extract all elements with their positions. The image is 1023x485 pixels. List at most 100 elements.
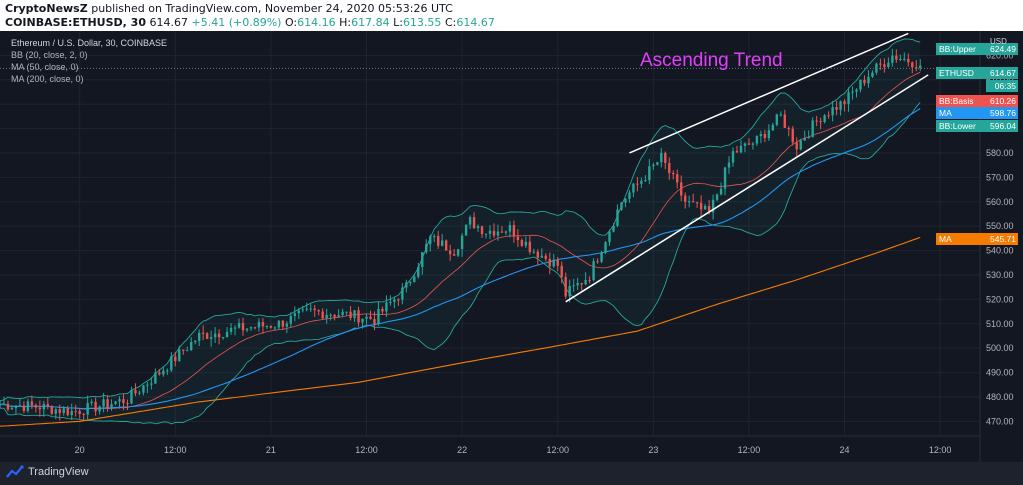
candle — [233, 325, 237, 336]
candle-body — [138, 392, 141, 394]
published-text: published on TradingView.com, November 2… — [91, 2, 453, 15]
price-axis[interactable]: 470.00 480.00 490.00 500.00 510.00 520.00 530.… — [986, 50, 1014, 426]
candles — [0, 48, 922, 421]
candle-body — [221, 337, 225, 339]
chart-area[interactable]: 470.00 480.00 490.00 500.00 510.00 520.00 530.… — [0, 31, 1023, 462]
candle-body — [775, 114, 779, 125]
candle — [895, 49, 898, 63]
candle-body — [249, 327, 253, 329]
candle-body — [859, 79, 862, 90]
candle — [273, 326, 277, 331]
legend-bb[interactable]: BB (20, close, 2, 0) — [11, 50, 88, 60]
candle-body — [237, 323, 241, 328]
candle — [628, 189, 631, 203]
candle-body — [0, 404, 2, 406]
candle — [337, 309, 340, 318]
candle-body — [114, 401, 117, 405]
candle-body — [265, 325, 269, 327]
candle — [86, 395, 89, 420]
legend-ma50[interactable]: MA (50, close, 0) — [11, 62, 79, 72]
candle-body — [907, 58, 910, 63]
price-label-name: BB:Upper — [939, 44, 976, 54]
candle-body — [162, 370, 165, 375]
candle-body — [576, 283, 579, 286]
candle — [170, 351, 173, 373]
x-tick-label: 12:00 — [546, 445, 569, 455]
candle — [130, 386, 133, 405]
candle-body — [277, 320, 281, 328]
candle — [26, 398, 30, 413]
candle-body — [791, 128, 794, 143]
candle — [839, 100, 842, 116]
candle-body — [580, 283, 583, 285]
candle — [182, 349, 185, 355]
candle-body — [82, 413, 85, 415]
candle — [787, 126, 790, 137]
legend-ma200[interactable]: MA (200, close, 0) — [11, 74, 84, 84]
candle-body — [779, 114, 783, 116]
candle-body — [401, 287, 404, 300]
x-tick-label: 24 — [840, 445, 850, 455]
candle-body — [799, 140, 802, 150]
candle — [695, 201, 699, 208]
candle-body — [863, 79, 866, 84]
candle-body — [429, 236, 432, 245]
candle-body — [385, 302, 388, 312]
tradingview-logo[interactable]: TradingView — [6, 465, 89, 479]
candle-body — [22, 405, 26, 411]
candle-body — [42, 403, 46, 410]
candle-body — [795, 142, 798, 150]
price-chart[interactable]: 470.00 480.00 490.00 500.00 510.00 520.00 530.… — [0, 31, 1023, 462]
candle-body — [763, 134, 767, 139]
candle-body — [660, 152, 663, 163]
x-tick-label: 20 — [75, 445, 85, 455]
x-tick-label: 23 — [648, 445, 658, 455]
time-axis[interactable]: 20 12:00 21 12:00 22 12:00 23 12:00 24 12:00 — [75, 445, 952, 455]
candle — [30, 395, 34, 409]
ohlc-line: COINBASE:ETHUSD, 30 614.67 +5.41 (+0.89%… — [5, 16, 495, 29]
candle-body — [90, 401, 93, 403]
candle-body — [441, 240, 444, 246]
candle — [301, 305, 304, 313]
candle-body — [94, 401, 97, 412]
x-tick-label: 12:00 — [929, 445, 952, 455]
y-tick-label: 570.00 — [986, 172, 1014, 182]
candle-body — [588, 279, 591, 281]
candle-body — [154, 372, 157, 384]
candle — [452, 249, 456, 256]
trend-line[interactable] — [565, 74, 929, 303]
candle-body — [468, 217, 472, 225]
candle — [381, 306, 384, 315]
candle-body — [476, 226, 480, 229]
trend-line[interactable] — [629, 32, 909, 154]
ma200-line — [0, 236, 921, 427]
price-change: +5.41 (+0.89%) — [191, 16, 282, 29]
candle-body — [245, 328, 249, 331]
candle — [472, 212, 476, 229]
candle-body — [867, 76, 870, 84]
candle — [528, 235, 532, 255]
candle — [516, 229, 520, 248]
candle-body — [397, 299, 400, 301]
candle — [835, 100, 838, 116]
candle-body — [178, 349, 181, 362]
candle-body — [158, 372, 161, 375]
candle-body — [656, 162, 659, 165]
candle — [584, 272, 587, 286]
publish-line: CryptoNewsZ published on TradingView.com… — [5, 2, 453, 15]
candle-body — [194, 340, 197, 343]
candle-body — [78, 410, 81, 414]
last-price: 614.67 — [149, 16, 188, 29]
candle-body — [437, 235, 440, 246]
candle-body — [373, 318, 376, 324]
candle-body — [715, 194, 719, 200]
candle-body — [855, 89, 858, 92]
candle — [313, 304, 316, 317]
candle-body — [38, 407, 42, 410]
candle — [205, 332, 209, 339]
candle-body — [500, 231, 504, 233]
candle-body — [102, 399, 105, 407]
candle-body — [86, 402, 89, 415]
candle — [74, 404, 77, 417]
candle — [10, 405, 14, 410]
